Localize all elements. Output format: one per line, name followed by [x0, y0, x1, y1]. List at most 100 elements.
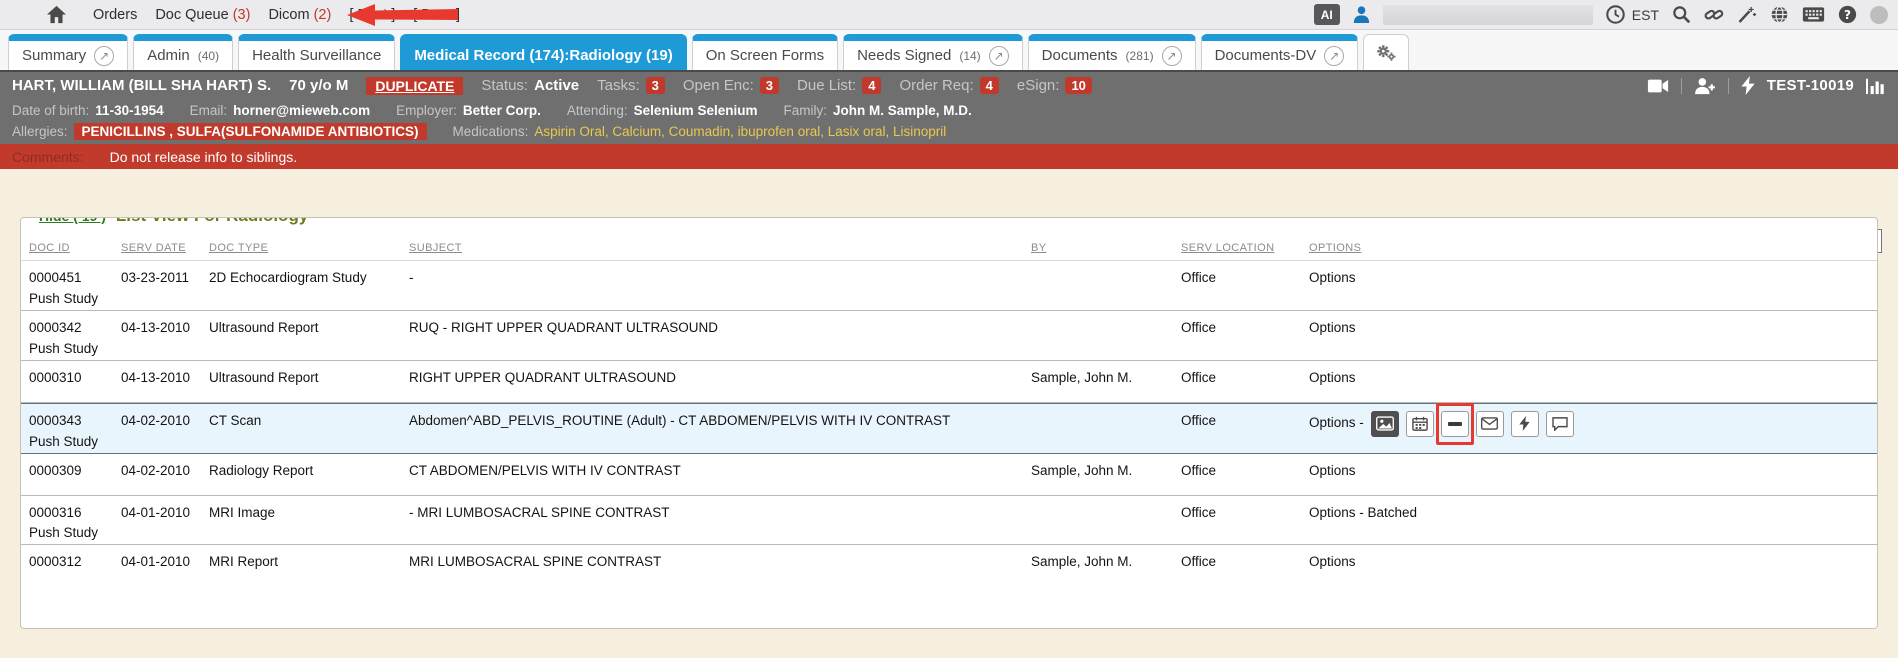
ai-badge[interactable]: AI — [1313, 4, 1340, 25]
dob-field: Date of birth: 11-30-1954 — [12, 102, 164, 118]
help-icon[interactable]: ? — [1838, 5, 1857, 24]
table-row[interactable]: 0000310 04-13-2010 Ultrasound Report RIG… — [21, 360, 1877, 403]
duplicate-flag[interactable]: DUPLICATE — [366, 76, 464, 95]
options-link[interactable]: Options - — [1309, 415, 1364, 431]
due-list-counter: Due List: 4 — [797, 77, 882, 94]
popout-icon[interactable]: ↗ — [1324, 45, 1345, 66]
quick-sign-button[interactable] — [1510, 410, 1539, 437]
table-row[interactable]: 0000309 04-02-2010 Radiology Report CT A… — [21, 453, 1877, 496]
clock-icon[interactable] — [1606, 5, 1625, 24]
popout-icon[interactable]: ↗ — [1161, 45, 1182, 66]
nav-orders[interactable]: Orders — [93, 6, 138, 23]
attending-field: Attending: Selenium Selenium — [566, 102, 758, 118]
tab-admin[interactable]: Admin (40) — [133, 34, 234, 70]
open-enc-counter: Open Enc: 3 — [683, 77, 780, 94]
medication-list[interactable]: Aspirin Oral, Calcium, Coumadin, ibuprof… — [534, 124, 947, 139]
options-link[interactable]: Options — [1309, 270, 1356, 285]
col-serv-date[interactable]: SERV DATE — [121, 242, 186, 254]
esign-counter: eSign: 10 — [1017, 77, 1092, 94]
list-title: List View For Radiology — [116, 218, 308, 226]
options-link[interactable]: Options — [1309, 369, 1356, 385]
tab-on-screen-forms[interactable]: On Screen Forms — [691, 34, 839, 70]
quick-action-bolt-icon[interactable] — [1741, 76, 1755, 95]
schedule-button[interactable] — [1405, 410, 1434, 437]
allergy-list[interactable]: PENICILLINS , SULFA(SULFONAMIDE ANTIBIOT… — [73, 123, 427, 140]
col-serv-location[interactable]: SERV LOCATION — [1181, 242, 1275, 254]
nav-doc-queue[interactable]: Doc Queue (3) — [155, 6, 251, 23]
avatar-placeholder[interactable] — [1870, 5, 1888, 24]
timezone-label: EST — [1631, 6, 1659, 23]
allergies-field: Allergies: PENICILLINS , SULFA(SULFONAMI… — [12, 123, 427, 140]
patient-status: Status: Active — [481, 77, 580, 94]
col-options[interactable]: OPTIONS — [1309, 242, 1362, 254]
comments-banner: Comments: Do not release info to sibling… — [0, 144, 1898, 169]
divider — [1680, 77, 1682, 94]
remove-button[interactable] — [1440, 410, 1469, 437]
table-row[interactable]: 0000342 Push Study 04-13-2010 Ultrasound … — [21, 310, 1877, 361]
col-doc-id[interactable]: DOC ID — [29, 242, 70, 254]
options-link[interactable]: Options - Batched — [1309, 504, 1418, 520]
view-image-button[interactable] — [1370, 410, 1399, 437]
comments-label: Comments: — [12, 148, 84, 165]
tasks-counter: Tasks: 3 — [597, 77, 665, 94]
home-icon[interactable] — [46, 5, 67, 24]
col-subject[interactable]: SUBJECT — [409, 242, 462, 254]
family-provider-field: Family: John M. Sample, M.D. — [783, 102, 972, 118]
chart-tabs: Summary ↗ Admin (40) Health Surveillance… — [0, 30, 1898, 72]
comment-button[interactable] — [1545, 410, 1574, 437]
patient-banner: HART, WILLIAM (BILL SHA HART) S. 70 y/o … — [0, 72, 1898, 144]
table-row[interactable]: 0000312 04-01-2010 MRI Report MRI LUMBOS… — [21, 545, 1877, 588]
search-icon[interactable] — [1672, 5, 1691, 24]
add-user-icon[interactable] — [1694, 77, 1716, 95]
user-icon[interactable] — [1353, 5, 1370, 24]
red-arrow-annotation — [347, 4, 458, 26]
table-row-selected[interactable]: 0000343 Push Study 04-02-2010 CT Scan Abd… — [21, 402, 1877, 454]
keyboard-icon[interactable] — [1802, 6, 1825, 23]
menu-icon[interactable] — [10, 7, 32, 23]
divider — [1727, 77, 1729, 94]
patient-age-sex: 70 y/o M — [289, 77, 349, 94]
email-field: Email: horner@mieweb.com — [189, 102, 371, 118]
popout-icon[interactable]: ↗ — [988, 45, 1009, 66]
open-enc-badge[interactable]: 3 — [759, 77, 780, 94]
link-icon[interactable] — [1704, 5, 1724, 24]
due-list-badge[interactable]: 4 — [862, 77, 882, 94]
hide-list-link[interactable]: Hide ( 19 ) — [39, 218, 106, 224]
order-req-badge[interactable]: 4 — [979, 77, 999, 94]
tab-needs-signed[interactable]: Needs Signed (14) ↗ — [843, 34, 1023, 70]
tab-health-surveillance[interactable]: Health Surveillance — [238, 34, 396, 70]
tab-medical-record-radiology[interactable]: Medical Record (174):Radiology (19) — [400, 34, 687, 70]
chart-stats-icon[interactable] — [1866, 77, 1886, 95]
col-by[interactable]: BY — [1031, 242, 1047, 254]
main-content: | Add Document | Thumb View Hide ( 19 ) … — [0, 217, 1898, 658]
redacted-username — [1382, 4, 1593, 25]
employer-field: Employer: Better Corp. — [396, 102, 541, 118]
col-doc-type[interactable]: DOC TYPE — [209, 242, 269, 254]
tab-summary[interactable]: Summary ↗ — [8, 34, 129, 70]
options-link[interactable]: Options — [1309, 554, 1356, 570]
options-link[interactable]: Options — [1309, 319, 1356, 335]
esign-badge[interactable]: 10 — [1065, 77, 1092, 94]
popout-icon[interactable]: ↗ — [94, 45, 115, 66]
radiology-list-panel: Hide ( 19 ) List View For Radiology DOC … — [20, 217, 1878, 629]
globe-icon[interactable] — [1770, 5, 1789, 24]
tab-documents-dv[interactable]: Documents-DV ↗ — [1200, 34, 1359, 70]
nav-dicom[interactable]: Dicom (2) — [268, 6, 332, 23]
medications-field: Medications: Aspirin Oral, Calcium, Coum… — [452, 124, 947, 139]
svg-text:?: ? — [1844, 8, 1851, 22]
chart-id: TEST-10019 — [1766, 77, 1854, 94]
tasks-badge[interactable]: 3 — [645, 77, 665, 94]
tab-settings-gear-icon[interactable] — [1363, 34, 1410, 70]
top-bar: Orders Doc Queue (3) Dicom (2) [ Print ]… — [0, 0, 1898, 30]
sign-wand-icon[interactable] — [1737, 5, 1757, 24]
video-camera-icon[interactable] — [1647, 78, 1669, 94]
email-button[interactable] — [1475, 410, 1504, 437]
patient-name: HART, WILLIAM (BILL SHA HART) S. — [12, 77, 272, 94]
order-req-counter: Order Req: 4 — [899, 77, 999, 94]
tab-documents[interactable]: Documents (281) ↗ — [1027, 34, 1196, 70]
table-row[interactable]: 0000451 Push Study 03-23-2011 2D Echocard… — [21, 260, 1877, 311]
comments-text: Do not release info to siblings. — [109, 148, 298, 165]
options-link[interactable]: Options — [1309, 462, 1356, 478]
table-row[interactable]: 0000316 Push Study 04-01-2010 MRI Image -… — [21, 495, 1877, 546]
